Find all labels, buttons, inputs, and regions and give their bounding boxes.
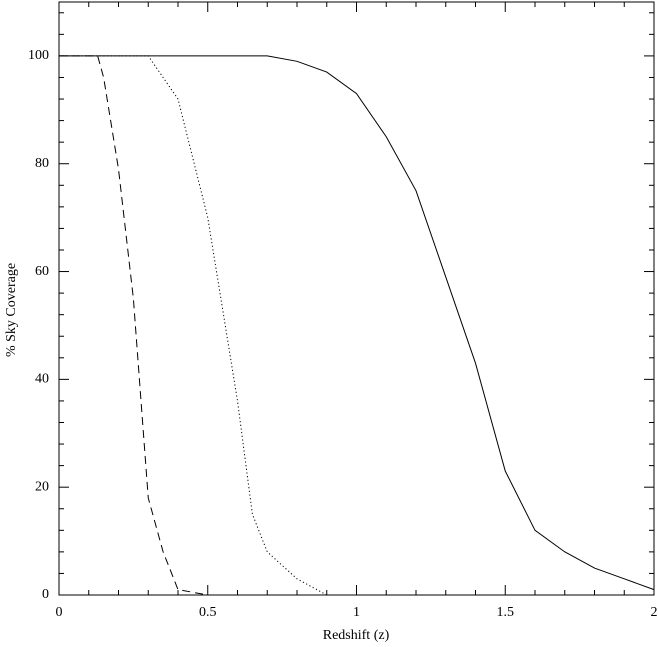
- x-tick-label: 0.5: [199, 605, 217, 620]
- x-tick-label: 2: [651, 605, 658, 620]
- y-tick-label: 100: [28, 48, 49, 63]
- y-tick-label: 80: [35, 156, 49, 171]
- y-axis-label: % Sky Coverage: [4, 263, 19, 357]
- y-tick-label: 60: [35, 264, 49, 279]
- x-tick-label: 0: [56, 605, 63, 620]
- y-tick-label: 40: [35, 372, 49, 387]
- plot-frame: [58, 1, 655, 596]
- x-tick-label: 1: [353, 605, 360, 620]
- data-line: [59, 55, 327, 596]
- y-tick-label: 20: [35, 479, 49, 494]
- x-tick-label: 1.5: [497, 605, 515, 620]
- y-tick-label: 0: [42, 587, 49, 602]
- x-axis-label: Redshift (z): [323, 628, 390, 643]
- data-line: [59, 55, 208, 596]
- data-line: [59, 55, 655, 591]
